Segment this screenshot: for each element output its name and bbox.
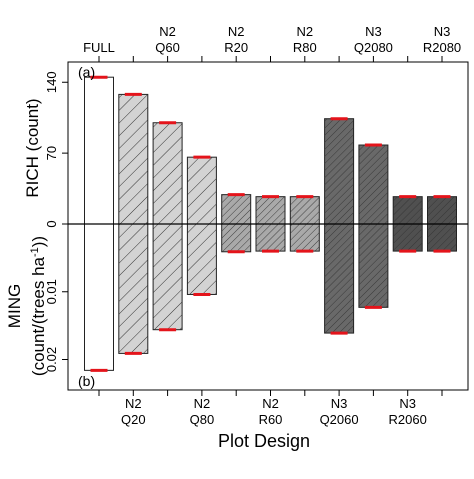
x-tick-label-top-0: FULL	[83, 40, 115, 55]
x-tick-label-top-3: N2 R80	[293, 24, 317, 55]
y-tick-label-bottom-0: 0.01	[44, 279, 59, 304]
bar-hatch-2	[153, 122, 183, 330]
y-tick-label-top-0: 0	[44, 220, 59, 227]
x-tick-label-top-2: N2 R20	[224, 24, 248, 55]
y-tick-label-top-2: 140	[44, 71, 59, 93]
y-tick-label-top-1: 70	[44, 146, 59, 160]
caps-layer	[90, 75, 451, 372]
x-tick-label-bottom-2: N2 R60	[259, 396, 283, 427]
axes-layer: 0 70 140 0.01 0.02 FULL N2 Q60 N2 R20 N2 R80 N3 Q2080…	[5, 24, 469, 427]
x-tick-label-bottom-1: N2 Q80	[190, 396, 215, 427]
bar-hatch-4	[221, 194, 251, 252]
y-axis-label-bottom-line2: (count/(trees ha-1))	[29, 236, 48, 376]
panel-b-tag: (b)	[78, 373, 95, 389]
bar-hatch-3	[187, 157, 217, 295]
x-tick-label-top-1: N2 Q60	[155, 24, 180, 55]
y-axis-label-bottom-line1: MING	[5, 284, 24, 328]
bar-hatch-7	[324, 118, 354, 334]
y-axis-label-top: RICH (count)	[23, 98, 42, 197]
labels-layer: (a) (b) Plot Design RICH (count)	[23, 64, 310, 451]
panel-a-tag: (a)	[78, 64, 95, 80]
x-tick-label-bottom-3: N3 Q2060	[320, 396, 359, 427]
x-tick-label-top-5: N3 R2080	[423, 24, 461, 55]
x-tick-label-bottom-0: N2 Q20	[121, 396, 146, 427]
x-axis-label: Plot Design	[218, 431, 310, 451]
plot-frame	[67, 61, 469, 391]
x-tick-label-bottom-4: N3 R2060	[389, 396, 427, 427]
bar-hatch-8	[358, 145, 388, 308]
y-tick-label-bottom-1: 0.02	[44, 347, 59, 372]
x-tick-label-top-4: N3 Q2080	[354, 24, 393, 55]
